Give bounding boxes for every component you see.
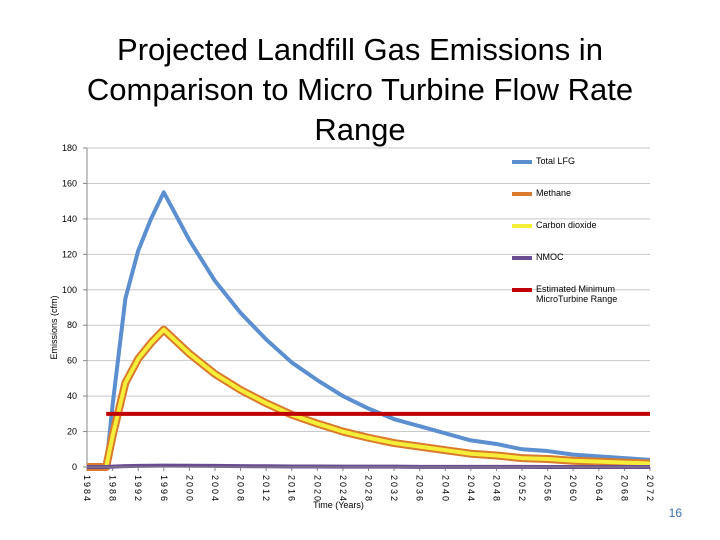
series-line	[87, 190, 651, 469]
x-tick-label: 2024	[338, 475, 348, 503]
y-tick-label: 140	[62, 214, 77, 224]
legend-item: NMOC	[512, 252, 564, 262]
series-line	[87, 325, 651, 471]
x-tick-label: 2068	[619, 475, 629, 503]
x-tick-label: 1992	[133, 475, 143, 503]
x-tick-label: 2072	[645, 475, 655, 503]
x-tick-label: 2044	[466, 475, 476, 503]
x-tick-label: 2016	[287, 475, 297, 503]
y-tick-label: 80	[67, 320, 77, 330]
y-tick-label: 100	[62, 285, 77, 295]
x-tick-label: 2032	[389, 475, 399, 503]
x-tick-label: 2040	[440, 475, 450, 503]
x-tick-label: 1988	[108, 475, 118, 503]
x-tick-label: 2060	[568, 475, 578, 503]
x-tick-label: 2004	[210, 475, 220, 503]
x-tick-label: 2028	[364, 475, 374, 503]
x-tick-label: 2012	[261, 475, 271, 503]
legend-label: Carbon dioxide	[536, 220, 597, 230]
y-tick-label: 0	[72, 462, 77, 472]
y-axis-label: Emissions (cfm)	[49, 295, 59, 359]
legend-swatch	[512, 160, 532, 164]
y-tick-label: 120	[62, 249, 77, 259]
x-tick-label: 1984	[82, 475, 92, 503]
x-axis-label: Time (Years)	[313, 500, 364, 510]
x-tick-label: 2064	[594, 475, 604, 503]
y-tick-label: 20	[67, 427, 77, 437]
legend-label: Total LFG	[536, 156, 576, 166]
legend-item: Total LFG	[512, 156, 575, 166]
x-tick-label: 2056	[543, 475, 553, 503]
legend-swatch	[512, 288, 532, 292]
legend-swatch	[512, 256, 532, 260]
y-tick-label: 160	[62, 178, 77, 188]
x-tick-label: 2020	[312, 475, 322, 503]
x-tick-label: 2036	[415, 475, 425, 503]
x-tick-label: 2048	[491, 475, 501, 503]
series-line	[87, 327, 651, 469]
x-tick-label: 2000	[184, 475, 194, 503]
legend-item: Methane	[512, 188, 571, 198]
legend-swatch	[512, 224, 532, 228]
y-tick-label: 40	[67, 391, 77, 401]
legend-label: NMOC	[536, 252, 564, 262]
legend-item: Carbon dioxide	[512, 220, 597, 230]
legend-label: Estimated Minimum MicroTurbine Range	[536, 284, 618, 304]
y-tick-label: 180	[62, 143, 77, 153]
page-number: 16	[668, 506, 682, 520]
legend-swatch	[512, 192, 532, 196]
x-tick-label: 2052	[517, 475, 527, 503]
x-tick-label: 2008	[236, 475, 246, 503]
y-tick-label: 60	[67, 356, 77, 366]
slide-title: Projected Landfill Gas Emissions in Comp…	[86, 32, 634, 147]
legend-item: Estimated Minimum MicroTurbine Range	[512, 284, 652, 304]
x-tick-label: 1996	[159, 475, 169, 503]
legend-label: Methane	[536, 188, 572, 198]
